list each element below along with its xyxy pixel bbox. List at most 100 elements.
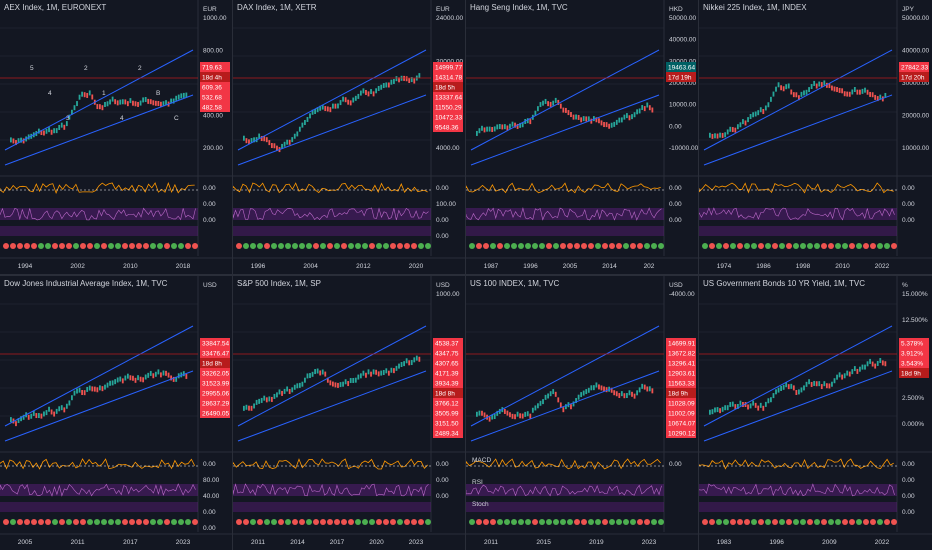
candle bbox=[260, 397, 263, 403]
candle bbox=[152, 100, 155, 106]
candle bbox=[559, 103, 562, 109]
price-badge bbox=[200, 338, 230, 348]
candle bbox=[615, 119, 618, 125]
chart-pane[interactable]: Dow Jones Industrial Average Index, 1M, … bbox=[0, 276, 233, 550]
candle bbox=[245, 404, 248, 410]
candle bbox=[304, 119, 306, 125]
candle bbox=[342, 381, 344, 387]
candle bbox=[841, 88, 844, 94]
candle bbox=[792, 385, 795, 391]
wave-label: 2 bbox=[84, 65, 88, 72]
candle bbox=[60, 405, 63, 411]
trendline bbox=[703, 370, 893, 442]
candle bbox=[15, 421, 17, 427]
signal-dot bbox=[595, 519, 601, 525]
x-tick-label: 2005 bbox=[563, 263, 578, 270]
candle bbox=[380, 370, 383, 376]
candle bbox=[291, 387, 294, 393]
candle bbox=[15, 140, 17, 146]
candle bbox=[385, 82, 388, 88]
indicator-value: 0.00 bbox=[669, 185, 682, 192]
macd-line bbox=[699, 182, 894, 194]
indicator-value: 0.00 bbox=[902, 493, 915, 500]
trendline bbox=[703, 94, 893, 166]
candle bbox=[45, 128, 48, 134]
chart-pane[interactable]: US 100 INDEX, 1M, TVC USD -4000.00 14699.91… bbox=[466, 276, 699, 550]
candle bbox=[582, 116, 585, 122]
price-badge bbox=[433, 368, 463, 378]
candle bbox=[825, 82, 828, 88]
price-badge-label: 3766.12 bbox=[435, 401, 459, 408]
candle bbox=[729, 402, 732, 408]
candle bbox=[846, 91, 849, 97]
y-tick-label: 15.000% bbox=[902, 291, 928, 298]
signal-dot bbox=[136, 519, 142, 525]
candle bbox=[45, 410, 48, 416]
candle bbox=[314, 369, 316, 375]
signal-dot bbox=[192, 519, 198, 525]
candle bbox=[137, 375, 139, 381]
chart-pane[interactable]: DAX Index, 1M, XETREUR24000.0020000.0080… bbox=[233, 0, 466, 274]
y-tick-label: 12.500% bbox=[902, 317, 928, 324]
candle bbox=[488, 416, 491, 422]
chart-pane[interactable]: S&P 500 Index, 1M, SP USD 1000.00 4538.37 43… bbox=[233, 276, 466, 550]
indicator-value: 0.00 bbox=[902, 217, 915, 224]
signal-dot bbox=[602, 243, 608, 249]
rsi-band bbox=[233, 208, 431, 220]
candle bbox=[71, 109, 73, 115]
stoch-band bbox=[699, 502, 897, 512]
chart-pane[interactable]: Hang Seng Index, 1M, TVC HKD 50000.00 40000… bbox=[466, 0, 699, 274]
signal-dot bbox=[327, 243, 333, 249]
candle bbox=[304, 377, 306, 383]
price-badge-label: 11563.33 bbox=[668, 381, 695, 388]
candle bbox=[270, 396, 273, 402]
candle bbox=[359, 373, 362, 379]
signal-dot bbox=[192, 243, 198, 249]
indicator-value: 0.00 bbox=[203, 185, 216, 192]
candle bbox=[283, 388, 286, 394]
signal-dot bbox=[609, 243, 615, 249]
signal-dot bbox=[588, 243, 594, 249]
candle bbox=[567, 110, 570, 116]
candle bbox=[798, 95, 800, 101]
signal-dot bbox=[716, 519, 722, 525]
candle bbox=[10, 417, 12, 423]
candle bbox=[258, 398, 261, 404]
chart-pane[interactable]: AEX Index, 1M, EURONEXT EUR 1000.00 800.00 6… bbox=[0, 0, 233, 274]
signal-dot bbox=[411, 243, 417, 249]
candle bbox=[12, 138, 15, 144]
candle bbox=[782, 86, 785, 92]
candle bbox=[570, 112, 572, 118]
candle bbox=[752, 112, 755, 118]
candle bbox=[749, 403, 752, 409]
candle bbox=[293, 133, 296, 139]
indicator-value: 0.00 bbox=[902, 461, 915, 468]
indicator-value: 0.00 bbox=[436, 233, 449, 240]
signal-dot bbox=[567, 243, 573, 249]
candle bbox=[884, 361, 887, 367]
y-tick-label: 24000.00 bbox=[436, 15, 463, 22]
price-badge bbox=[433, 378, 463, 388]
price-badge-label: 33262.05 bbox=[202, 371, 229, 378]
candle bbox=[106, 382, 109, 388]
indicator-value: 0.00 bbox=[669, 461, 682, 468]
candle bbox=[498, 408, 501, 414]
candle bbox=[40, 413, 43, 419]
candle bbox=[514, 414, 516, 420]
price-badge bbox=[666, 358, 696, 368]
candle bbox=[104, 384, 106, 390]
signal-dot bbox=[737, 519, 743, 525]
chart-pane[interactable]: Nikkei 225 Index, 1M, INDEX JPY 50000.00 40… bbox=[699, 0, 932, 274]
signal-dot bbox=[10, 519, 16, 525]
chart-pane[interactable]: US Government Bonds 10 YR Yield, 1M, TVC… bbox=[699, 276, 932, 550]
macd-line bbox=[233, 458, 428, 470]
trendline bbox=[470, 94, 660, 166]
candle bbox=[352, 377, 355, 383]
signal-dot bbox=[143, 243, 149, 249]
candle bbox=[58, 124, 61, 130]
candle bbox=[22, 138, 25, 144]
price-badge bbox=[433, 428, 463, 438]
signal-dot bbox=[299, 519, 305, 525]
signal-dot bbox=[476, 519, 482, 525]
signal-dot bbox=[306, 519, 312, 525]
